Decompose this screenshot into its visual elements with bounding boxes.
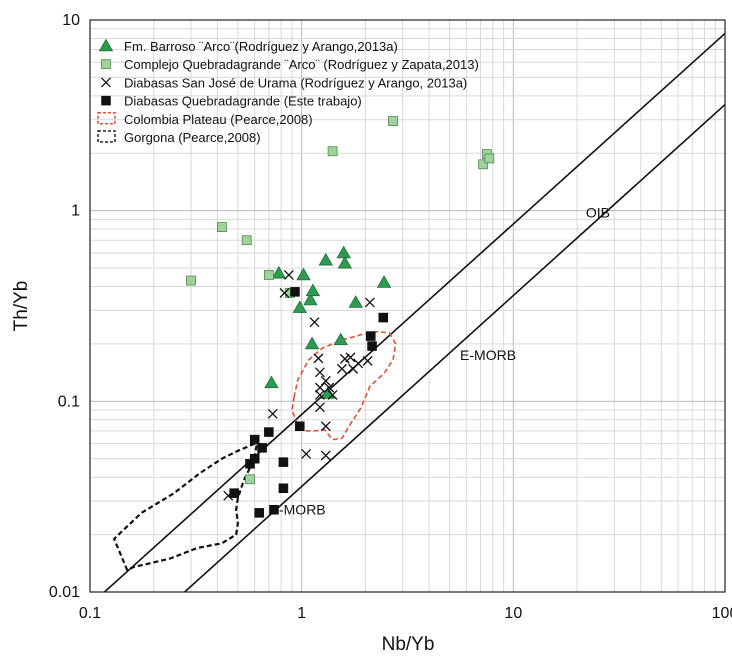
annotation-oib: OIB [586, 205, 610, 221]
x-tick-label: 10 [504, 605, 522, 622]
complejo-quebradagrande-point [217, 222, 227, 232]
legend-swatch-colombia-plateau [97, 112, 116, 125]
diabasas-quebradagrande-point [249, 434, 260, 445]
complejo-quebradagrande-point [388, 116, 398, 126]
complejo-quebradagrande-point [245, 474, 255, 485]
fm-barroso-point [303, 292, 318, 306]
san-jose-de-urama-point [339, 353, 350, 364]
annotation-n-morb: N-MORB [269, 501, 326, 517]
fm-barroso-point [333, 332, 348, 346]
reference-line-lower [184, 104, 725, 592]
diabasas-quebradagrande-point [295, 421, 305, 432]
y-tick-label: 0.1 [58, 393, 80, 410]
diabasas-quebradagrande-point [378, 312, 389, 323]
x-tick-label: 1 [297, 605, 306, 622]
fm-barroso-point [318, 252, 333, 266]
complejo-quebradagrande-point [327, 146, 338, 157]
legend-marker-complejo-quebradagrande [101, 59, 111, 70]
san-jose-de-urama-point [314, 402, 325, 413]
fm-barroso-point [271, 265, 287, 279]
san-jose-de-urama-point [327, 390, 338, 400]
san-jose-de-urama-point [320, 421, 331, 432]
fm-barroso-point [305, 283, 321, 297]
diabasas-quebradagrande-point [257, 443, 267, 453]
y-axis-label: Th/Yb [11, 281, 32, 332]
grid [90, 20, 725, 592]
diabasas-quebradagrande-point [278, 483, 289, 494]
diabasas-quebradagrande-point [254, 508, 264, 518]
san-jose-de-urama-point [336, 363, 347, 374]
san-jose-de-urama-point [320, 375, 331, 386]
legend-label-diabasas-quebradagrande: Diabasas Quebradagrande (Este trabajo) [124, 94, 362, 109]
x-axis-label: Nb/Yb [382, 634, 435, 655]
san-jose-de-urama-point [314, 390, 325, 400]
san-jose-de-urama-point [314, 367, 325, 378]
fm-barroso-point [336, 245, 351, 259]
complejo-quebradagrande-point [484, 153, 495, 164]
legend-label-fm-barroso: Fm. Barroso ¨Arco¨(Rodríguez y Arango,20… [124, 39, 398, 54]
legend-marker-diabasas-quebradagrande [101, 95, 111, 106]
legend-swatch-gorgona [97, 130, 116, 143]
legend-label-san-jose-de-urama: Diabasas San José de Urama (Rodríguez y … [124, 75, 467, 90]
legend-label-colombia-plateau: Colombia Plateau (Pearce,2008) [124, 112, 313, 127]
diabasas-quebradagrande-point [365, 331, 376, 341]
san-jose-de-urama-point [364, 297, 375, 308]
fm-barroso-point [348, 295, 363, 308]
reference-line-upper [103, 32, 725, 592]
legend-label-complejo-quebradagrande: Complejo Quebradagrande ¨Arco¨ (Rodrígue… [124, 57, 479, 72]
diabasas-quebradagrande-point [264, 427, 274, 437]
annotations: OIB E-MORB N-MORB [269, 205, 610, 518]
legend-marker-san-jose-de-urama [101, 77, 111, 88]
fm-barroso-point [292, 300, 307, 313]
san-jose-de-urama-point [362, 355, 373, 366]
y-tick-label: 1 [71, 203, 80, 220]
complejo-quebradagrande-point [478, 159, 489, 170]
diabasas-quebradagrande-point [229, 488, 239, 498]
diabasas-quebradagrande-point [249, 453, 260, 464]
colombia-plateau-field [291, 330, 397, 441]
san-jose-de-urama-point [324, 382, 335, 393]
fm-barroso-point [337, 255, 353, 269]
data-points [186, 116, 495, 518]
complejo-quebradagrande-point [186, 275, 196, 286]
san-jose-de-urama-point [353, 358, 364, 369]
fm-barroso-point [304, 336, 320, 350]
san-jose-de-urama-point [301, 448, 312, 459]
complejo-quebradagrande-point [241, 235, 252, 246]
legend: Fm. Barroso ¨Arco¨(Rodríguez y Arango,20… [97, 38, 479, 145]
y-tick-label: 0.01 [49, 584, 80, 601]
san-jose-de-urama-point [345, 352, 356, 363]
san-jose-de-urama-point [320, 450, 331, 461]
tick-labels: 0.1 1 10 100 0.01 0.1 1 10 [49, 12, 732, 622]
diabasas-quebradagrande-point [269, 505, 279, 515]
legend-label-gorgona: Gorgona (Pearce,2008) [124, 130, 261, 145]
complejo-quebradagrande-point [263, 270, 274, 280]
x-tick-label: 100 [712, 605, 732, 622]
diabasas-quebradagrande-point [367, 341, 377, 351]
fm-barroso-point [264, 375, 279, 389]
fm-barroso-point [296, 267, 311, 281]
san-jose-de-urama-point [313, 353, 324, 364]
annotation-e-morb: E-MORB [460, 347, 516, 363]
y-tick-label: 10 [62, 12, 80, 29]
san-jose-de-urama-point [279, 288, 290, 298]
san-jose-de-urama-point [309, 317, 320, 328]
plot-frame [89, 19, 726, 593]
legend-marker-fm-barroso [98, 38, 114, 52]
diabasas-quebradagrande-point [290, 287, 300, 297]
fm-barroso-point [376, 275, 392, 288]
san-jose-de-urama-point [267, 408, 278, 419]
x-tick-label: 0.1 [79, 605, 101, 622]
diabasas-quebradagrande-point [278, 457, 289, 467]
san-jose-de-urama-point [283, 270, 294, 280]
